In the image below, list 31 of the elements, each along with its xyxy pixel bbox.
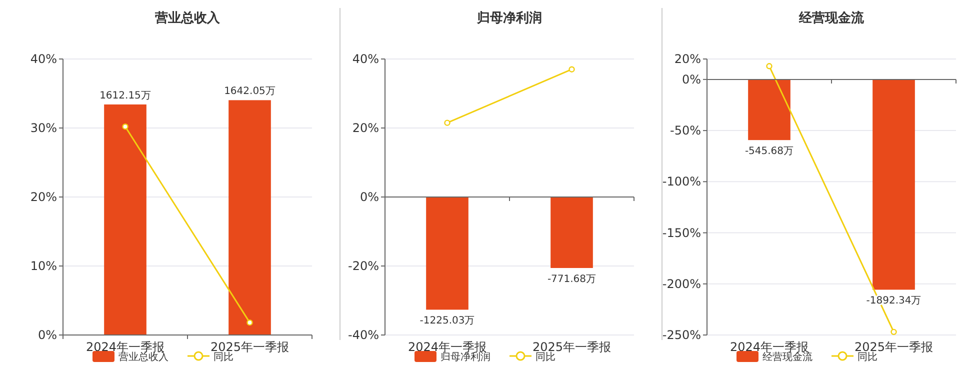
y-tick-label: 10% — [30, 259, 57, 273]
data-label: 1612.15万 — [100, 90, 151, 102]
legend-label: 营业总收入 — [118, 351, 168, 363]
data-label: 1642.05万 — [224, 86, 276, 98]
y-tick-label: 40% — [352, 52, 379, 66]
chart-title: 经营现金流 — [798, 10, 865, 26]
y-tick-label: 0% — [38, 328, 57, 342]
y-tick-label: -20% — [348, 259, 379, 273]
chart-title: 归母净利润 — [476, 10, 542, 26]
y-tick-label: 30% — [30, 121, 57, 135]
y-tick-label: 40% — [30, 52, 57, 66]
chart-title: 营业总收入 — [154, 10, 221, 26]
y-tick-label: -150% — [662, 226, 701, 240]
y-tick-label: -250% — [662, 328, 701, 342]
y-tick-label: 0% — [360, 190, 379, 204]
legend-label: 归母净利润 — [440, 351, 490, 363]
y-tick-label: 20% — [30, 190, 57, 204]
legend-label: 同比 — [536, 351, 556, 363]
y-tick-label: -40% — [348, 328, 379, 342]
data-label: -1225.03万 — [420, 316, 475, 327]
y-tick-label: 20% — [674, 52, 701, 66]
legend-label: 同比 — [214, 351, 234, 363]
legend-label: 经营现金流 — [762, 351, 812, 363]
y-tick-label: -200% — [662, 276, 701, 291]
y-tick-label: 20% — [352, 121, 379, 135]
legend-label: 同比 — [858, 351, 878, 363]
y-tick-label: -100% — [662, 174, 701, 189]
data-label: -545.68万 — [744, 146, 794, 158]
y-tick-label: -50% — [670, 124, 701, 138]
data-label: -771.68万 — [547, 274, 596, 285]
y-tick-label: 0% — [682, 72, 701, 86]
